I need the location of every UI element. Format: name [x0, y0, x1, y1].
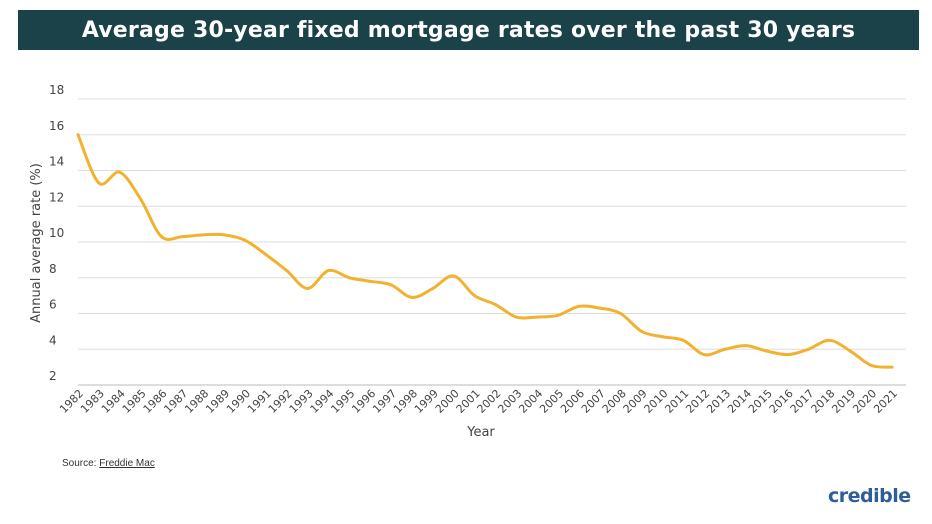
data-point [201, 233, 205, 237]
y-tick-labels: 2 4 6 8 10 12 14 16 18 [49, 83, 64, 383]
data-point [139, 197, 143, 201]
y-tick-label: 16 [49, 119, 64, 133]
data-point [848, 349, 852, 353]
data-point [619, 312, 623, 315]
data-point [326, 269, 330, 273]
source-note: Source: Freddie Mac [62, 458, 155, 469]
data-point [222, 233, 226, 237]
data-point [493, 303, 497, 307]
y-axis-label: Annual average rate (%) [29, 163, 44, 323]
y-tick-label: 4 [49, 333, 57, 347]
title-banner: Average 30-year fixed mortgage rates ove… [18, 10, 919, 50]
data-point [264, 253, 268, 257]
data-point [535, 315, 539, 319]
series [76, 133, 894, 369]
data-point [473, 294, 477, 298]
data-point [118, 170, 122, 174]
data-point [431, 286, 435, 290]
data-point [159, 235, 163, 239]
data-point [702, 353, 706, 357]
data-point [598, 306, 602, 310]
data-point [76, 133, 80, 137]
x-tick-label: 2021 [871, 387, 900, 416]
y-tick-label: 2 [49, 369, 57, 383]
data-point [389, 283, 393, 287]
data-point [97, 181, 101, 185]
data-point [640, 329, 644, 333]
data-point [285, 269, 289, 273]
y-tick-label: 14 [49, 155, 64, 169]
data-point [452, 274, 456, 278]
data-point [577, 304, 581, 308]
data-point [890, 365, 894, 369]
y-tick-label: 6 [49, 298, 57, 312]
data-point [744, 344, 748, 348]
series-line [76, 133, 894, 369]
source-label: Source: [62, 458, 97, 469]
source-link[interactable]: Freddie Mac [99, 458, 155, 469]
y-tick-label: 12 [49, 190, 64, 204]
data-point [723, 347, 727, 351]
data-point [786, 353, 790, 357]
data-point [765, 349, 769, 353]
data-point [306, 286, 310, 290]
y-tick-label: 10 [49, 226, 64, 240]
data-point [660, 335, 664, 339]
chart-title: Average 30-year fixed mortgage rates ove… [81, 17, 856, 43]
y-tick-label: 18 [49, 83, 64, 97]
data-point [243, 238, 247, 242]
data-point [180, 235, 184, 239]
x-tick-labels: 1982198319841985198619871988198919901991… [57, 387, 900, 416]
data-point [368, 279, 372, 283]
data-point [827, 338, 831, 342]
data-point [514, 315, 518, 319]
y-tick-label: 8 [49, 262, 57, 276]
data-point [347, 276, 351, 280]
data-point [410, 295, 414, 299]
data-point [556, 313, 560, 317]
brand-logo: credible [828, 485, 911, 507]
data-point [807, 347, 811, 351]
data-point [869, 363, 873, 367]
data-points [76, 133, 894, 369]
gridlines [78, 98, 906, 386]
x-axis-label: Year [466, 425, 495, 440]
data-point [681, 338, 685, 342]
